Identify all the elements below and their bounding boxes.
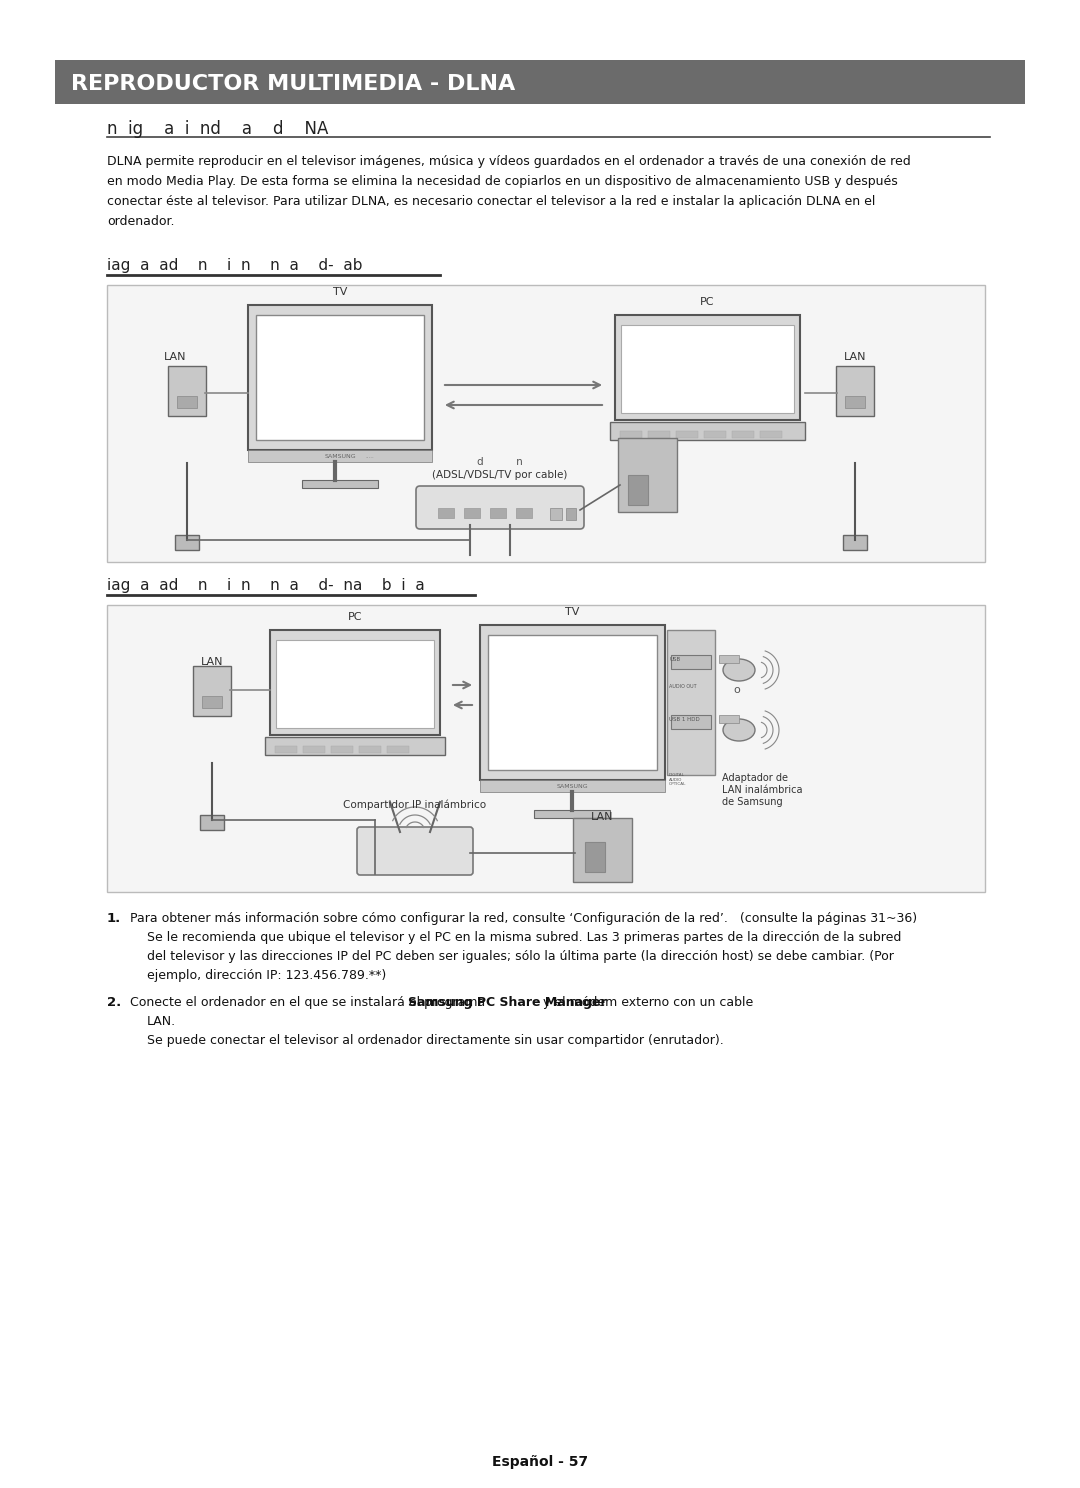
Bar [566,507,576,519]
Text: d          n: d n [477,457,523,467]
FancyBboxPatch shape [618,437,677,512]
Bar [719,716,739,723]
Text: DIGITAL
AUDIO
OPTICAL: DIGITAL AUDIO OPTICAL [669,772,687,786]
Bar [248,449,432,461]
FancyBboxPatch shape [416,487,584,530]
Bar [621,324,794,414]
Bar [387,745,409,753]
Bar [107,606,985,891]
Text: n  ig    a  i  nd    a    d    NA: n ig a i nd a d NA [107,121,328,138]
Bar [760,432,782,437]
Bar [200,815,224,830]
Text: y el módem externo con un cable: y el módem externo con un cable [539,995,753,1009]
Text: del televisor y las direcciones IP del PC deben ser iguales; sólo la última part: del televisor y las direcciones IP del P… [147,949,894,963]
Bar [175,536,199,551]
Bar [585,842,605,872]
Bar [248,305,432,449]
FancyBboxPatch shape [168,366,206,417]
Text: Samsung PC Share Manager: Samsung PC Share Manager [408,995,607,1009]
Bar [490,507,507,518]
Text: TV: TV [565,607,579,618]
Bar [464,507,480,518]
Ellipse shape [723,659,755,682]
Text: Conecte el ordenador en el que se instalará el programa: Conecte el ordenador en el que se instal… [130,995,494,1009]
Text: DLNA permite reproducir en el televisor imágenes, música y vídeos guardados en e: DLNA permite reproducir en el televisor … [107,155,910,168]
Text: LAN.: LAN. [147,1015,176,1028]
Bar [671,716,711,729]
Text: .....: ..... [366,454,375,458]
Bar [719,655,739,664]
Bar [667,629,715,775]
Text: AUDIO OUT: AUDIO OUT [669,684,697,689]
Bar [615,315,800,420]
Text: USB: USB [669,658,680,662]
Bar [276,640,434,728]
FancyBboxPatch shape [193,667,231,716]
Bar [265,737,445,754]
FancyBboxPatch shape [573,818,632,882]
Bar [202,696,222,708]
Bar [270,629,440,735]
Bar [610,423,805,440]
Text: USB 1 HDD: USB 1 HDD [669,717,700,722]
Text: LAN: LAN [164,353,186,362]
Text: ejemplo, dirección IP: 123.456.789.**): ejemplo, dirección IP: 123.456.789.**) [147,969,387,982]
Text: Adaptador de: Adaptador de [723,772,788,783]
Text: LAN: LAN [591,812,613,821]
Bar [107,286,985,562]
Text: PC: PC [348,612,362,622]
FancyBboxPatch shape [836,366,874,417]
Ellipse shape [723,719,755,741]
Text: SAMSUNG: SAMSUNG [556,784,588,789]
Text: TV: TV [333,287,347,298]
Bar [330,745,353,753]
Text: 1.: 1. [107,912,121,926]
Bar [302,481,378,488]
FancyBboxPatch shape [357,827,473,875]
Bar [550,507,562,519]
Text: iag  a  ad    n    i  n    n  a    d-  ab: iag a ad n i n n a d- ab [107,257,363,272]
Bar [438,507,454,518]
Bar [359,745,381,753]
Text: (ADSL/VDSL/TV por cable): (ADSL/VDSL/TV por cable) [432,470,568,481]
Bar [480,780,665,792]
Text: PC: PC [700,298,714,307]
Bar [480,625,665,780]
Bar [534,809,610,818]
Text: 2.: 2. [107,995,121,1009]
Text: SAMSUNG: SAMSUNG [324,454,355,458]
Bar [732,432,754,437]
Text: LAN: LAN [843,353,866,362]
Bar [256,315,424,440]
Bar [627,475,648,504]
Text: LAN: LAN [201,658,224,667]
Text: en modo Media Play. De esta forma se elimina la necesidad de copiarlos en un dis: en modo Media Play. De esta forma se eli… [107,176,897,187]
Text: de Samsung: de Samsung [723,798,783,806]
Bar [671,655,711,670]
Bar [704,432,726,437]
Bar [648,432,670,437]
Bar [676,432,698,437]
Text: REPRODUCTOR MULTIMEDIA - DLNA: REPRODUCTOR MULTIMEDIA - DLNA [71,74,515,94]
Text: ordenador.: ordenador. [107,214,175,228]
Text: Para obtener más información sobre cómo configurar la red, consulte ‘Configuraci: Para obtener más información sobre cómo … [130,912,917,926]
Bar [843,536,867,551]
Text: Se le recomienda que ubique el televisor y el PC en la misma subred. Las 3 prime: Se le recomienda que ubique el televisor… [147,931,902,943]
Bar [620,432,642,437]
Text: conectar éste al televisor. Para utilizar DLNA, es necesario conectar el televis: conectar éste al televisor. Para utiliza… [107,195,876,208]
Text: iag  a  ad    n    i  n    n  a    d-  na    b  i  a: iag a ad n i n n a d- na b i a [107,577,424,594]
Bar [275,745,297,753]
Text: Compartidor IP inalámbrico: Compartidor IP inalámbrico [343,799,487,809]
Text: o: o [733,684,741,695]
Text: Español - 57: Español - 57 [491,1455,589,1469]
Bar [177,396,197,408]
Text: Se puede conectar el televisor al ordenador directamente sin usar compartidor (e: Se puede conectar el televisor al ordena… [147,1034,724,1048]
Text: LAN inalámbrica: LAN inalámbrica [723,786,802,795]
Bar [55,60,1025,104]
Bar [845,396,865,408]
Bar [516,507,532,518]
Bar [303,745,325,753]
Bar [488,635,657,769]
